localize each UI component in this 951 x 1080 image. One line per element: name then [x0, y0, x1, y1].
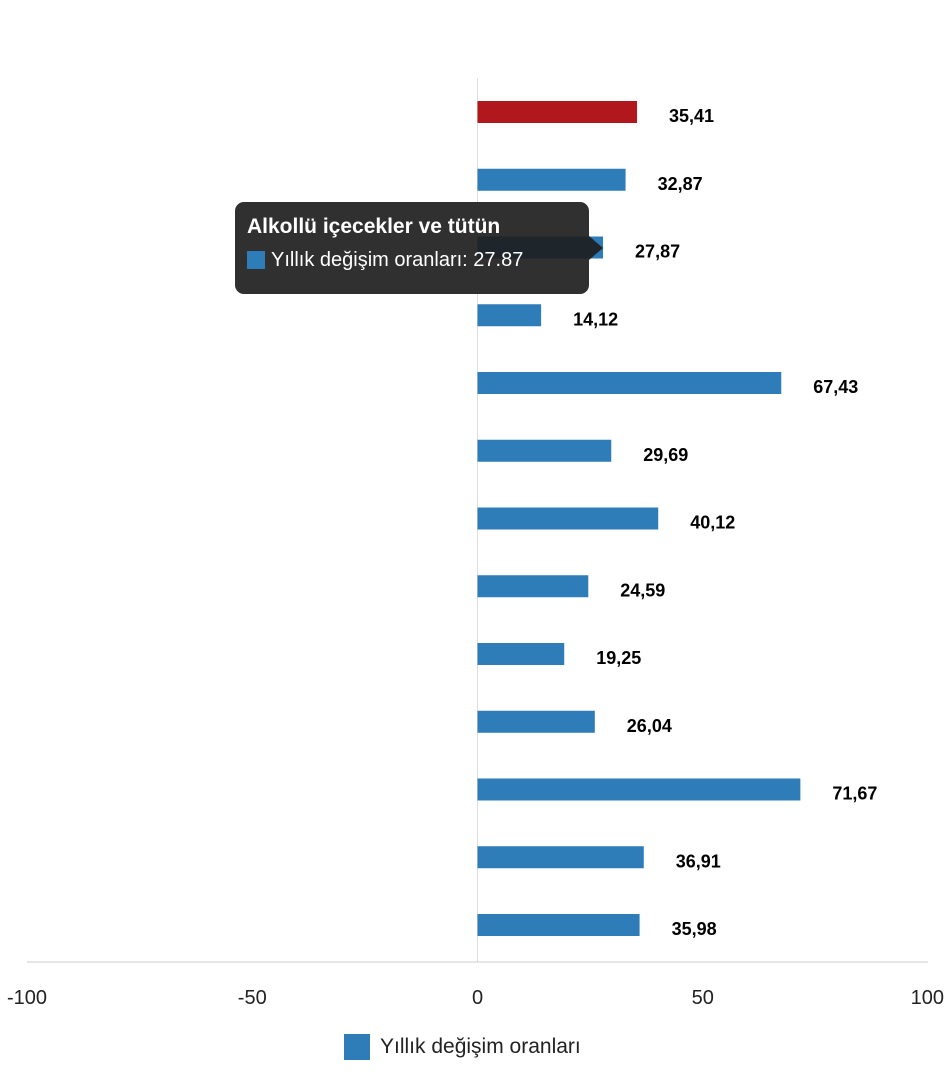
data-label-6: 40,12	[690, 513, 735, 533]
bar-12[interactable]	[477, 914, 640, 936]
data-label-10: 71,67	[832, 784, 877, 804]
bar-11[interactable]	[477, 846, 644, 869]
data-label-0: 35,41	[669, 106, 714, 126]
bar-4[interactable]	[477, 372, 782, 394]
data-label-4: 67,43	[813, 377, 858, 397]
data-label-8: 19,25	[596, 648, 641, 668]
data-label-1: 32,87	[658, 174, 703, 194]
tooltip-pointer	[589, 236, 603, 260]
legend-label[interactable]: Yıllık değişim oranları	[380, 1035, 581, 1058]
data-label-3: 14,12	[573, 309, 618, 329]
bar-8[interactable]	[477, 643, 565, 665]
x-tick-label-2: 0	[472, 987, 483, 1009]
bar-9[interactable]	[477, 710, 595, 733]
x-tick-label-4: 100	[911, 987, 944, 1009]
bar-1[interactable]	[477, 168, 626, 191]
data-label-5: 29,69	[643, 445, 688, 465]
bar-7[interactable]	[477, 575, 589, 598]
data-label-2: 27,87	[635, 242, 680, 262]
bar-10[interactable]	[477, 778, 801, 801]
bar-0[interactable]	[477, 101, 638, 123]
tooltip-row: Yıllık değişim oranları: 27.87	[247, 248, 589, 272]
bar-6[interactable]	[477, 507, 659, 530]
tooltip-value: Yıllık değişim oranları: 27.87	[271, 249, 524, 271]
tooltip-series-swatch	[247, 251, 265, 269]
data-label-9: 26,04	[627, 716, 672, 736]
tooltip: Alkollü içecekler ve tütün Yıllık değişi…	[235, 202, 603, 294]
bar-5[interactable]	[477, 439, 612, 462]
x-tick-label-1: -50	[238, 987, 267, 1009]
x-tick-label-3: 50	[692, 987, 714, 1009]
data-label-11: 36,91	[676, 851, 721, 871]
bar-3[interactable]	[477, 304, 542, 327]
legend[interactable]: Yıllık değişim oranları	[344, 1034, 581, 1060]
data-label-12: 35,98	[672, 919, 717, 939]
tooltip-title: Alkollü içecekler ve tütün	[247, 215, 501, 238]
x-tick-label-0: -100	[7, 987, 47, 1009]
legend-swatch[interactable]	[344, 1034, 370, 1060]
data-label-7: 24,59	[620, 580, 665, 600]
